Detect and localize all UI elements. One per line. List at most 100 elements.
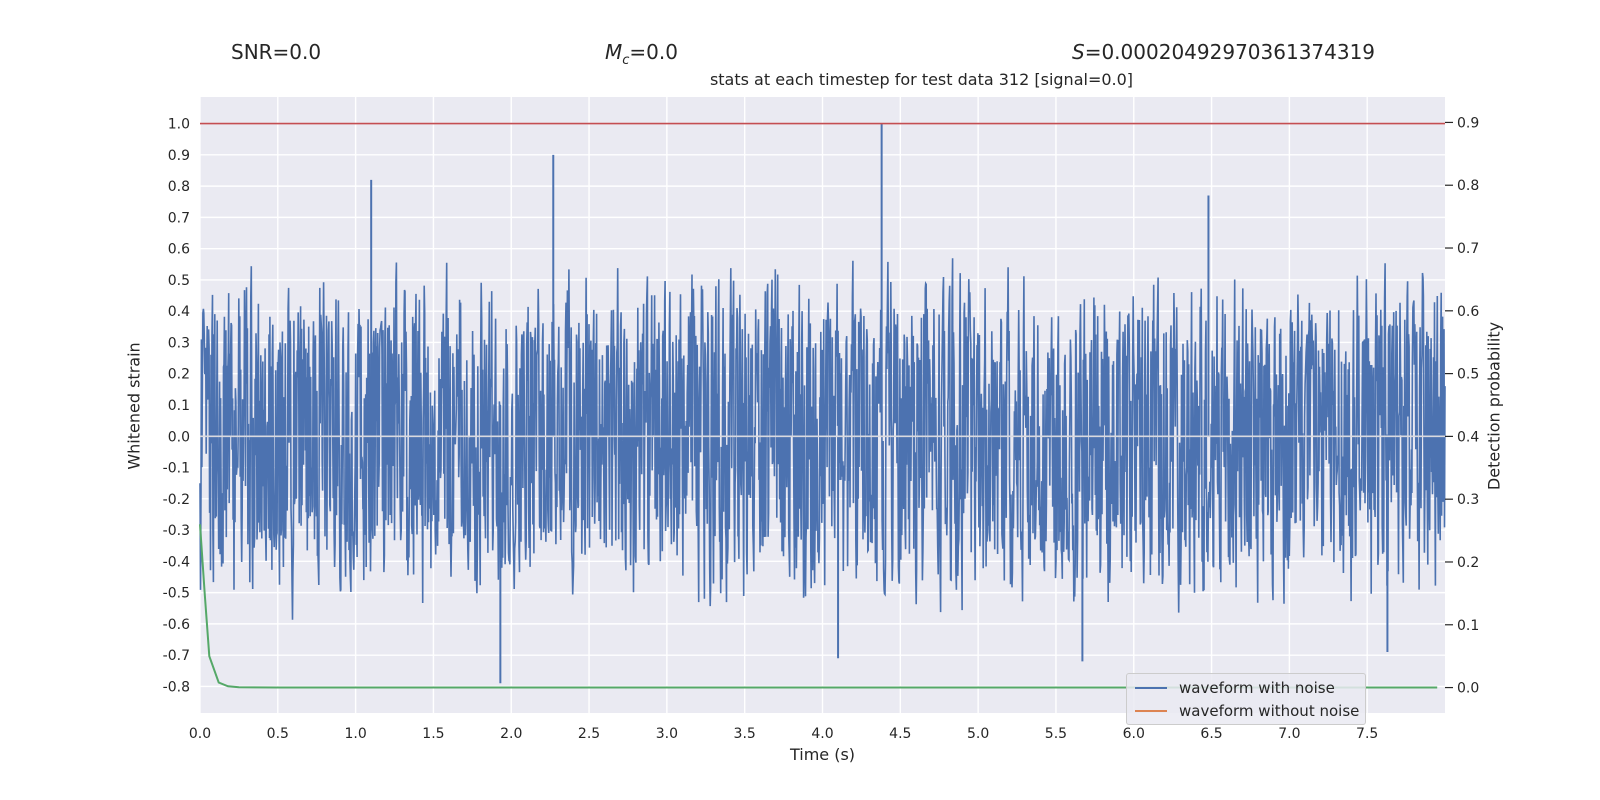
y2-tick-label: 0.0 bbox=[1457, 681, 1479, 697]
y-tick-label: 0.8 bbox=[168, 179, 190, 195]
chirp-mass-subscript: c bbox=[622, 53, 630, 68]
y2-tick-label: 0.8 bbox=[1457, 178, 1479, 194]
y2-tick-label: 0.6 bbox=[1457, 304, 1479, 320]
x-tick: 2.0 bbox=[500, 726, 522, 742]
y-tick: 0.3 bbox=[168, 335, 190, 351]
x-tick-label: 3.0 bbox=[656, 726, 678, 742]
legend-swatch bbox=[1135, 687, 1167, 689]
series-detection-probability bbox=[199, 524, 1438, 689]
legend-entry: waveform with noise bbox=[1135, 677, 1335, 699]
y2-tick: 0.6 bbox=[1445, 304, 1479, 320]
y-tick: 0.5 bbox=[168, 273, 190, 289]
x-tick: 3.5 bbox=[734, 726, 756, 742]
y-tick-label: 1.0 bbox=[168, 117, 190, 133]
y-tick-label: -0.8 bbox=[163, 679, 190, 695]
x-tick-label: 5.5 bbox=[1045, 726, 1067, 742]
y-tick: 0.6 bbox=[168, 242, 190, 258]
legend: waveform with noise waveform without noi… bbox=[1126, 673, 1366, 725]
y2-tick-label: 0.7 bbox=[1457, 241, 1479, 257]
legend-entry: waveform without noise bbox=[1135, 700, 1359, 722]
x-tick: 6.0 bbox=[1123, 726, 1145, 742]
y2-tick: 0.9 bbox=[1445, 115, 1479, 131]
y-tick: 0.4 bbox=[168, 304, 190, 320]
x-tick: 4.0 bbox=[811, 726, 833, 742]
y-tick: 0.0 bbox=[168, 429, 190, 445]
statistic-value: =0.00020492970361374319 bbox=[1084, 40, 1376, 64]
y-tick-label: 0.1 bbox=[168, 398, 190, 414]
y-tick: 0.7 bbox=[168, 210, 190, 226]
y-tick-label: -0.3 bbox=[163, 523, 190, 539]
x-axis-label: Time (s) bbox=[789, 745, 856, 764]
y-tick-label: 0.9 bbox=[168, 148, 190, 164]
x-tick-label: 0.5 bbox=[267, 726, 289, 742]
x-tick-label: 2.5 bbox=[578, 726, 600, 742]
y-axis-label: Whitened strain bbox=[124, 342, 144, 470]
x-tick-label: 2.0 bbox=[500, 726, 522, 742]
legend-label: waveform without noise bbox=[1179, 702, 1360, 720]
x-tick: 2.5 bbox=[578, 726, 600, 742]
y-axis-ticks: 1.0 0.9 0.8 0.7 0.6 0.5 0.4 0.3 0.2 0.1 0.0 -0.1 -0.… bbox=[163, 117, 190, 696]
y-tick-label: -0.7 bbox=[163, 648, 190, 664]
chart-title: stats at each timestep for test data 312… bbox=[709, 70, 1134, 89]
y-tick: -0.8 bbox=[163, 679, 190, 695]
x-tick-label: 5.0 bbox=[967, 726, 989, 742]
x-tick-label: 4.0 bbox=[811, 726, 833, 742]
chirp-mass-symbol: M bbox=[605, 40, 623, 64]
y2-tick-label: 0.5 bbox=[1457, 367, 1479, 383]
series-waveform-with-noise bbox=[199, 123, 1446, 684]
y-tick-label: -0.1 bbox=[163, 461, 190, 477]
y-tick-label: 0.6 bbox=[168, 242, 190, 258]
y2-tick-label: 0.9 bbox=[1457, 115, 1479, 131]
chirp-mass-value: =0.0 bbox=[629, 40, 678, 64]
chirp-mass-label: Mc=0.0 bbox=[605, 40, 678, 68]
legend-label: waveform with noise bbox=[1179, 679, 1335, 697]
y-tick-label: 0.4 bbox=[168, 304, 190, 320]
y-tick: 1.0 bbox=[168, 117, 190, 133]
y-tick-label: 0.0 bbox=[168, 429, 190, 445]
y2-tick: 0.3 bbox=[1445, 492, 1479, 508]
y-tick-label: 0.3 bbox=[168, 335, 190, 351]
y-tick: -0.4 bbox=[163, 554, 190, 570]
y2-tick: 0.8 bbox=[1445, 178, 1479, 194]
x-tick-label: 1.0 bbox=[344, 726, 366, 742]
x-tick-label: 0.0 bbox=[189, 726, 211, 742]
x-tick: 1.5 bbox=[422, 726, 444, 742]
y-tick-label: -0.6 bbox=[163, 617, 190, 633]
y-tick: -0.6 bbox=[163, 617, 190, 633]
y2-tick: 0.0 bbox=[1445, 681, 1479, 697]
x-tick: 4.5 bbox=[889, 726, 911, 742]
x-tick-label: 6.0 bbox=[1123, 726, 1145, 742]
x-tick: 0.0 bbox=[189, 726, 211, 742]
statistic-label: S=0.00020492970361374319 bbox=[1072, 40, 1375, 64]
y-tick: -0.3 bbox=[163, 523, 190, 539]
y-tick-label: -0.2 bbox=[163, 492, 190, 508]
y2-axis-label: Detection probability bbox=[1484, 321, 1504, 491]
legend-swatch bbox=[1135, 710, 1167, 712]
x-tick-label: 4.5 bbox=[889, 726, 911, 742]
x-tick-label: 3.5 bbox=[734, 726, 756, 742]
y2-axis-ticks: 0.9 0.8 0.7 0.6 0.5 0.4 0.3 0.2 0.1 0.0 bbox=[1445, 115, 1479, 697]
y-tick: -0.7 bbox=[163, 648, 190, 664]
x-tick: 7.0 bbox=[1278, 726, 1300, 742]
y2-tick-label: 0.3 bbox=[1457, 492, 1479, 508]
x-tick: 6.5 bbox=[1200, 726, 1222, 742]
x-tick: 5.5 bbox=[1045, 726, 1067, 742]
detection-probability-path bbox=[199, 524, 1438, 689]
y2-tick-label: 0.1 bbox=[1457, 618, 1479, 634]
y2-tick: 0.2 bbox=[1445, 555, 1479, 571]
noise-waveform-path bbox=[199, 258, 1446, 620]
y-tick: 0.2 bbox=[168, 367, 190, 383]
x-tick: 5.0 bbox=[967, 726, 989, 742]
y-tick: 0.9 bbox=[168, 148, 190, 164]
y-tick-label: 0.7 bbox=[168, 210, 190, 226]
x-tick: 7.5 bbox=[1356, 726, 1378, 742]
y-tick: -0.1 bbox=[163, 461, 190, 477]
snr-label: SNR=0.0 bbox=[231, 40, 322, 64]
y-tick: -0.2 bbox=[163, 492, 190, 508]
x-tick: 1.0 bbox=[344, 726, 366, 742]
x-axis-ticks: 0.0 0.5 1.0 1.5 2.0 2.5 3.0 3.5 4.0 4.5 5.0 5.5 6.0 6… bbox=[189, 726, 1378, 742]
y-tick-label: -0.4 bbox=[163, 554, 190, 570]
y2-tick: 0.7 bbox=[1445, 241, 1479, 257]
y-tick: 0.8 bbox=[168, 179, 190, 195]
